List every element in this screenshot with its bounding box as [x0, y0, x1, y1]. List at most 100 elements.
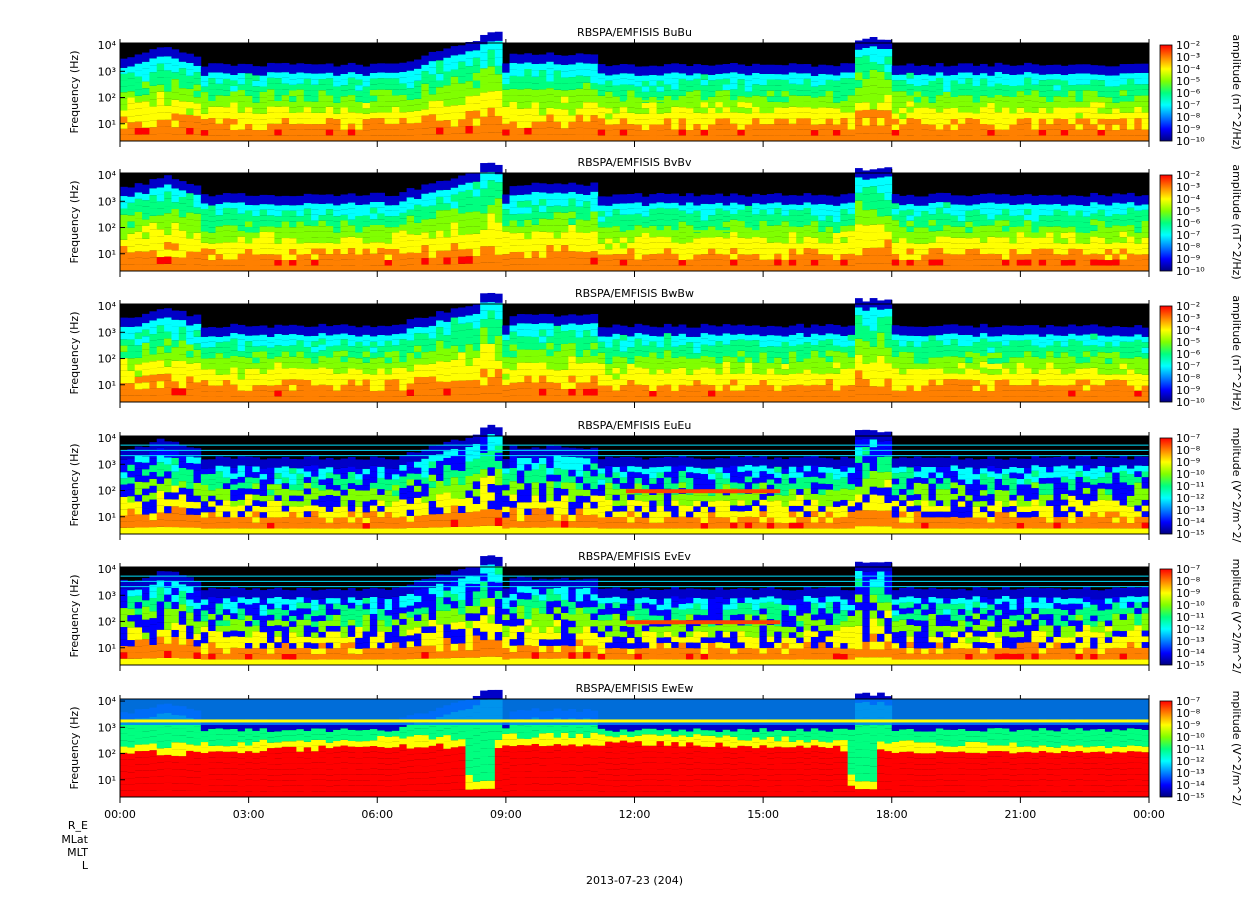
spectrogram-cell: [899, 80, 907, 86]
spectrogram-cell: [193, 323, 202, 331]
spectrogram-cell: [803, 64, 812, 74]
spectrogram-cell: [267, 220, 275, 227]
spectrogram-cell: [443, 355, 452, 362]
spectrogram-cell: [531, 198, 540, 206]
spectrogram-cell: [399, 218, 408, 225]
spectrogram-cell: [869, 209, 878, 218]
spectrogram-cell: [744, 232, 753, 239]
spectrogram-cell: [1068, 209, 1076, 216]
spectrogram-cell: [568, 395, 577, 402]
spectrogram-cell: [244, 265, 253, 271]
spectrogram-cell: [597, 227, 606, 233]
spectrogram-cell: [200, 208, 209, 215]
spectrogram-cell: [406, 246, 415, 253]
spectrogram-cell: [847, 225, 856, 232]
spectrogram-cell: [840, 78, 849, 84]
spectrogram-cell: [957, 204, 966, 211]
spectrogram-cell: [259, 66, 268, 76]
spectrogram-cell: [156, 98, 165, 106]
spectrogram-cell: [678, 384, 687, 391]
spectrogram-cell: [796, 361, 804, 368]
spectrogram-cell: [840, 100, 849, 107]
spectrogram-cell: [737, 390, 746, 397]
spectrogram-cell: [561, 264, 569, 271]
spectrogram-cell: [700, 79, 709, 86]
spectrogram-cell: [465, 248, 474, 257]
spectrogram-cell: [913, 227, 922, 233]
spectrogram-cell: [832, 102, 841, 109]
spectrogram-cell: [994, 254, 1003, 260]
spectrogram-cell: [531, 121, 540, 129]
spectrogram-cell: [494, 164, 503, 175]
spectrogram-cell: [406, 234, 415, 241]
spectrogram-cell: [678, 249, 687, 255]
spectrogram-cell: [516, 128, 525, 135]
spectrogram-cell: [509, 75, 518, 83]
spectrogram-cell: [1097, 118, 1106, 125]
spectrogram-cell: [1090, 90, 1098, 97]
spectrogram-cell: [752, 396, 760, 402]
spectrogram-cell: [869, 54, 878, 62]
spectrogram-cell: [436, 223, 444, 231]
spectrogram-cell: [384, 216, 393, 222]
spectrogram-cell: [730, 77, 738, 84]
spectrogram-cell: [891, 254, 900, 260]
spectrogram-cell: [678, 78, 687, 85]
spectrogram-cell: [230, 219, 238, 226]
spectrogram-cell: [832, 385, 841, 391]
spectrogram-cell: [303, 265, 312, 271]
spectrogram-cell: [656, 108, 665, 114]
spectrogram-cell: [472, 328, 481, 336]
spectrogram-cell: [200, 396, 209, 402]
spectrogram-cell: [627, 242, 635, 249]
spectrogram-cell: [619, 374, 628, 380]
spectrogram-cell: [847, 83, 856, 90]
spectrogram-cell: [421, 339, 430, 346]
spectrogram-cell: [230, 344, 238, 351]
spectrogram-cell: [641, 356, 650, 363]
spectrogram-cell: [590, 198, 599, 205]
spectrogram-cell: [722, 238, 731, 244]
spectrogram-cell: [428, 183, 437, 193]
spectrogram-cell: [399, 379, 408, 385]
spectrogram-cell: [421, 264, 430, 271]
spectrogram-cell: [766, 374, 775, 380]
spectrogram-cell: [708, 396, 716, 402]
spectrogram-cell: [627, 64, 635, 74]
spectrogram-cell: [943, 130, 951, 136]
spectrogram-cell: [465, 111, 474, 119]
spectrogram-cell: [627, 259, 635, 266]
spectrogram-cell: [979, 265, 988, 271]
spectrogram-cell: [399, 265, 408, 271]
spectrogram-cell: [671, 346, 679, 353]
spectrogram-cell: [436, 127, 444, 135]
spectrogram-cell: [303, 135, 312, 141]
spectrogram-cell: [1068, 79, 1076, 86]
spectrogram-cell: [252, 238, 261, 244]
spectrogram-cell: [619, 351, 628, 358]
spectrogram-cell: [781, 358, 790, 364]
spectrogram-cell: [862, 109, 871, 118]
spectrogram-cell: [384, 101, 393, 107]
spectrogram-cell: [274, 249, 283, 255]
spectrogram-cell: [685, 259, 694, 266]
spectrogram-cell: [516, 232, 525, 240]
spectrogram-cell: [318, 220, 327, 227]
spectrogram-cell: [230, 323, 238, 333]
spectrogram-cell: [1119, 124, 1128, 130]
spectrogram-cell: [362, 340, 371, 346]
spectrogram-cell: [546, 323, 555, 330]
spectrogram-cell: [303, 203, 312, 209]
spectrogram-cell: [186, 95, 194, 102]
spectrogram-cell: [1126, 259, 1135, 266]
spectrogram-cell: [171, 257, 180, 265]
spectrogram-cell: [979, 78, 988, 85]
spectrogram-cell: [788, 357, 797, 363]
spectrogram-cell: [369, 391, 378, 397]
spectrogram-cell: [1082, 79, 1091, 85]
spectrogram-cell: [590, 342, 599, 350]
spectrogram-cell: [840, 220, 849, 226]
spectrogram-cell: [774, 129, 782, 136]
spectrogram-cell: [546, 101, 555, 108]
spectrogram-cell: [759, 265, 768, 271]
